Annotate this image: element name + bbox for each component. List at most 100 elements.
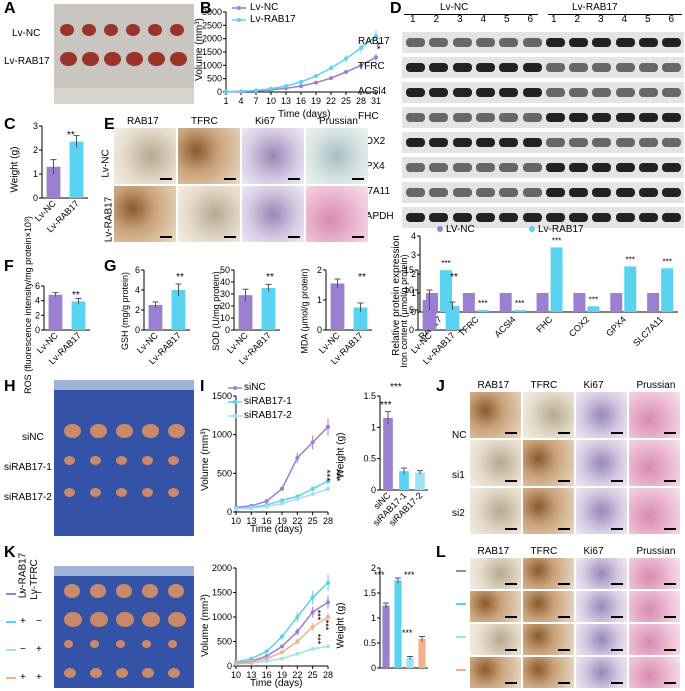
data-point bbox=[280, 656, 284, 661]
ihc-image bbox=[523, 440, 574, 486]
blot-strip bbox=[402, 182, 684, 203]
ihc-column-header: TFRC bbox=[530, 546, 558, 557]
category-label: COX2 bbox=[567, 314, 591, 338]
tumor bbox=[116, 640, 125, 648]
bar-COX2-LV-NC bbox=[573, 293, 586, 312]
y-tick-label: 2 bbox=[33, 145, 38, 155]
legend-marker bbox=[237, 6, 241, 10]
tumor bbox=[64, 456, 75, 466]
data-point bbox=[264, 656, 269, 661]
scale-bar bbox=[611, 432, 623, 434]
bar-Lv-NC bbox=[422, 300, 437, 330]
blot-band bbox=[406, 188, 425, 197]
ihc-column-header: Prussian bbox=[319, 116, 358, 127]
panel-g-ylabel-iron: Iron content (μmol/g protein) bbox=[399, 254, 409, 368]
blot-band bbox=[639, 113, 658, 122]
tumor bbox=[64, 584, 80, 598]
blot-band bbox=[662, 63, 682, 72]
y-tick-label: 1000 bbox=[212, 612, 232, 622]
blot-band bbox=[639, 63, 658, 72]
panel-k-ylabel: Volume (mm³) bbox=[199, 594, 211, 657]
panel-letter-l: L bbox=[436, 544, 446, 561]
panel-d-group-lvnc: Lv-NC bbox=[440, 2, 469, 13]
blot-band bbox=[475, 138, 495, 147]
ihc-image bbox=[629, 488, 680, 534]
ihc-image bbox=[470, 488, 521, 534]
y-tick-label: 4 bbox=[135, 285, 140, 295]
panel-letter-g: G bbox=[104, 258, 117, 275]
tumor bbox=[168, 456, 179, 466]
ihc-image bbox=[242, 128, 304, 184]
blot-band bbox=[499, 63, 519, 72]
y-tick-label: 2 bbox=[317, 265, 322, 275]
blot-band bbox=[499, 163, 519, 172]
y-tick-label: 500 bbox=[217, 468, 232, 478]
blot-band bbox=[452, 38, 472, 47]
blot-band bbox=[592, 113, 612, 122]
panel-i-weight-sig-1: *** bbox=[390, 382, 402, 393]
panel-b-legend-lvrab17: Lv-RAB17 bbox=[250, 14, 296, 25]
ihc-image bbox=[523, 488, 574, 534]
x-tick-label: 25 bbox=[308, 516, 318, 526]
x-tick-label: 13 bbox=[246, 516, 256, 526]
ihc-image bbox=[629, 440, 680, 486]
y-tick-label: 1 bbox=[371, 422, 376, 432]
group-color-key bbox=[456, 570, 466, 572]
ihc-column-header: RAB17 bbox=[477, 546, 510, 557]
data-point bbox=[310, 646, 315, 651]
scale-bar bbox=[288, 178, 300, 180]
blot-band bbox=[545, 163, 565, 172]
ihc-image bbox=[470, 440, 521, 486]
scale-bar bbox=[611, 682, 623, 684]
tumor bbox=[142, 488, 153, 498]
x-tick-label: 4 bbox=[238, 96, 243, 106]
blot-band bbox=[615, 188, 635, 197]
blot-band bbox=[475, 213, 495, 222]
blot-band bbox=[592, 213, 612, 222]
tumor bbox=[126, 52, 143, 67]
panel-k-sig-2: *** bbox=[312, 633, 323, 645]
panel-letter-a: A bbox=[4, 0, 16, 17]
data-point bbox=[295, 455, 300, 460]
sign: + bbox=[20, 672, 26, 683]
scale-bar bbox=[664, 583, 676, 585]
y-tick-label: 2500 bbox=[202, 20, 222, 30]
tumor bbox=[170, 24, 184, 36]
legend-marker-lvrab17 bbox=[529, 226, 535, 232]
panel-letter-e: E bbox=[104, 116, 115, 133]
significance-mark: *** bbox=[515, 299, 524, 308]
blot-label: RAB17 bbox=[358, 36, 390, 47]
scale-bar bbox=[664, 528, 676, 530]
scale-bar bbox=[664, 682, 676, 684]
panel-k-sig-3: *** bbox=[320, 619, 331, 631]
tumor bbox=[116, 612, 134, 628]
blot-band bbox=[452, 63, 472, 72]
blot-band bbox=[569, 88, 589, 97]
panel-i-xlabel: Time (days) bbox=[250, 524, 303, 535]
panel-j-row-nc: NC bbox=[452, 430, 467, 441]
ihc-image bbox=[629, 558, 680, 589]
y-tick-label: 1500 bbox=[212, 588, 232, 598]
y-tick-label: 0 bbox=[371, 663, 376, 673]
group-color-key bbox=[456, 636, 466, 638]
scale-bar bbox=[505, 616, 517, 618]
panel-k-weight-ylabel: Weight (g) bbox=[335, 602, 347, 649]
blot-band bbox=[639, 38, 658, 47]
scale-bar bbox=[352, 178, 364, 180]
lane-number: 2 bbox=[574, 14, 581, 25]
tumor bbox=[60, 24, 74, 36]
data-point bbox=[280, 634, 284, 639]
tumor bbox=[142, 640, 151, 648]
panel-i-weight-ylabel: Weight (g) bbox=[335, 432, 347, 479]
blot-band bbox=[592, 63, 612, 72]
lane-number: 4 bbox=[621, 14, 628, 25]
blot-band bbox=[639, 163, 658, 172]
x-tick-label: 19 bbox=[277, 516, 287, 526]
bar-Lv-RAB17 bbox=[71, 301, 86, 330]
data-point bbox=[239, 89, 243, 94]
bar-s1 bbox=[382, 605, 390, 668]
tumor bbox=[82, 52, 99, 67]
